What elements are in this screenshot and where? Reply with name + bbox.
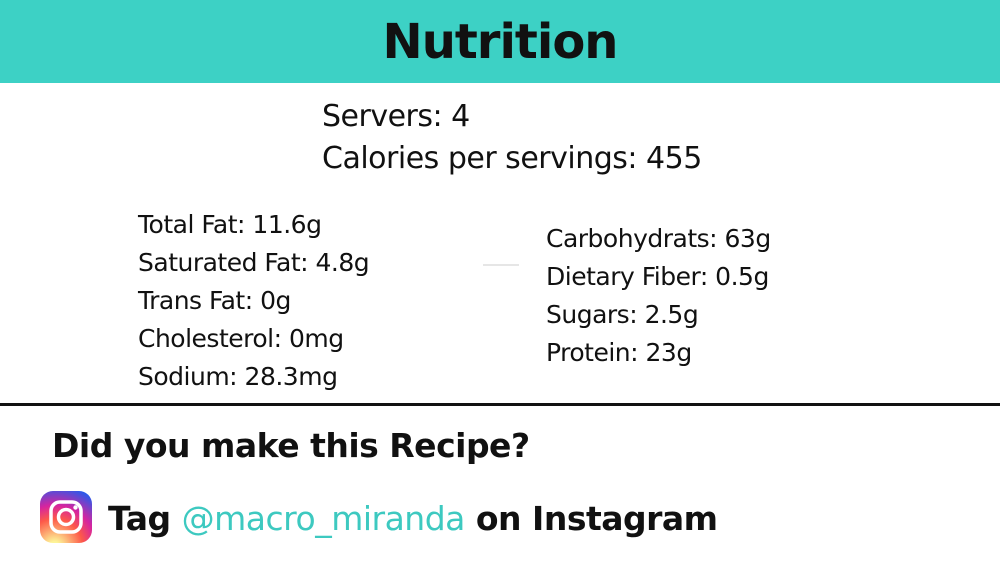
tag-suffix: on Instagram bbox=[475, 499, 718, 538]
nutrient-protein: Protein: 23g bbox=[546, 338, 692, 367]
tag-prefix: Tag bbox=[108, 499, 171, 538]
instagram-tag-line: Tag @macro_miranda on Instagram bbox=[108, 499, 718, 539]
nutrient-saturated-fat: Saturated Fat: 4.8g bbox=[138, 248, 370, 277]
section-divider bbox=[0, 403, 1000, 406]
page-title: Nutrition bbox=[382, 13, 619, 70]
header-banner: Nutrition bbox=[0, 0, 1000, 83]
nutrient-sodium: Sodium: 28.3mg bbox=[138, 362, 338, 391]
nutrients-right-column: Carbohydrats: 63g Dietary Fiber: 0.5g Su… bbox=[546, 220, 771, 372]
nutrient-total-fat: Total Fat: 11.6g bbox=[138, 210, 322, 239]
instagram-icon bbox=[40, 491, 92, 543]
faint-divider-mark bbox=[483, 264, 519, 266]
recipe-question: Did you make this Recipe? bbox=[52, 426, 530, 465]
nutrients-left-column: Total Fat: 11.6g Saturated Fat: 4.8g Tra… bbox=[138, 206, 370, 396]
nutrient-carbohydrates: Carbohydrats: 63g bbox=[546, 224, 771, 253]
servers-text: Servers: 4 bbox=[322, 99, 470, 134]
nutrient-sugars: Sugars: 2.5g bbox=[546, 300, 699, 329]
nutrient-dietary-fiber: Dietary Fiber: 0.5g bbox=[546, 262, 769, 291]
serving-summary: Servers: 4 Calories per servings: 455 bbox=[322, 96, 702, 180]
instagram-handle-link[interactable]: @macro_miranda bbox=[181, 499, 466, 538]
calories-text: Calories per servings: 455 bbox=[322, 141, 702, 176]
nutrient-trans-fat: Trans Fat: 0g bbox=[138, 286, 291, 315]
nutrient-cholesterol: Cholesterol: 0mg bbox=[138, 324, 344, 353]
